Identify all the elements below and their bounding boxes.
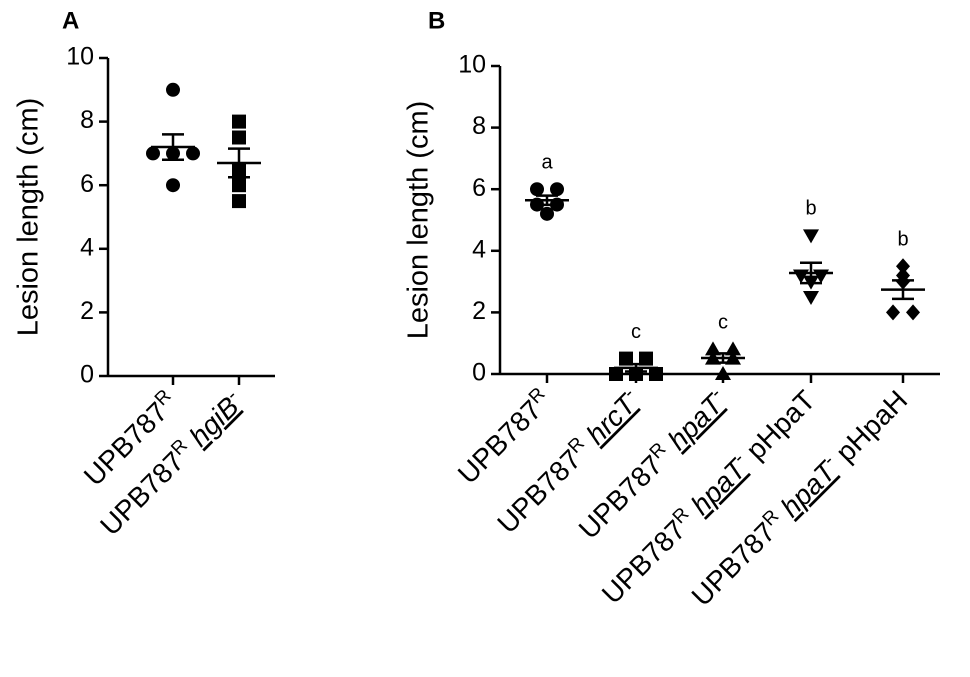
data-point (540, 206, 554, 221)
label-part: pHpaH (824, 384, 913, 473)
sem-bar (536, 194, 558, 207)
data-point (725, 341, 741, 356)
data-point (803, 291, 819, 305)
sem-bar (712, 352, 734, 364)
y-tick-label: 6 (472, 174, 486, 202)
significance-letter: c (631, 321, 641, 343)
y-tick-label: 10 (66, 43, 94, 71)
panel-label: A (62, 7, 79, 34)
data-point (906, 304, 920, 321)
data-point (609, 367, 623, 381)
data-point (639, 351, 653, 366)
label-part: UPB787 (491, 444, 587, 540)
significance-letter: a (541, 151, 553, 173)
sem-bar (162, 133, 184, 162)
y-tick-label: 6 (80, 170, 94, 198)
data-point (166, 82, 180, 97)
data-point (530, 182, 544, 197)
y-tick-label: 0 (472, 359, 486, 387)
panel-label: B (428, 7, 445, 34)
data-point (232, 130, 246, 145)
y-tick-label: 2 (472, 297, 486, 325)
x-tick-label: UPB787R hpaT- (572, 383, 734, 545)
data-point (803, 229, 819, 244)
y-axis-label: Lesion length (cm) (403, 101, 435, 340)
sem-bar (625, 362, 647, 373)
label-part: UPB787 (686, 516, 782, 612)
y-tick-label: 8 (472, 112, 486, 140)
significance-letter: c (718, 312, 728, 334)
data-point (550, 182, 564, 197)
data-point (166, 178, 180, 193)
data-point (705, 341, 721, 356)
y-tick-label: 10 (458, 51, 486, 79)
data-point (649, 367, 663, 381)
y-tick-label: 8 (80, 106, 94, 134)
y-tick-label: 4 (80, 233, 94, 261)
y-tick-label: 0 (80, 361, 94, 389)
sem-bar (228, 147, 250, 179)
data-point (146, 146, 160, 161)
data-point (232, 114, 246, 129)
data-point (896, 258, 910, 275)
data-point (619, 351, 633, 366)
label-part: pHpaT (734, 384, 821, 471)
significance-letter: b (805, 198, 816, 220)
y-axis-label: Lesion length (cm) (13, 98, 45, 337)
sem-bar (892, 279, 914, 301)
data-point (232, 194, 246, 209)
data-point (232, 178, 246, 193)
sem-bar (800, 261, 822, 285)
y-tick-label: 2 (80, 297, 94, 325)
data-point (886, 304, 900, 321)
y-tick-label: 4 (472, 235, 486, 263)
significance-letter: b (897, 228, 908, 250)
data-point (715, 366, 731, 380)
data-point (186, 146, 200, 161)
